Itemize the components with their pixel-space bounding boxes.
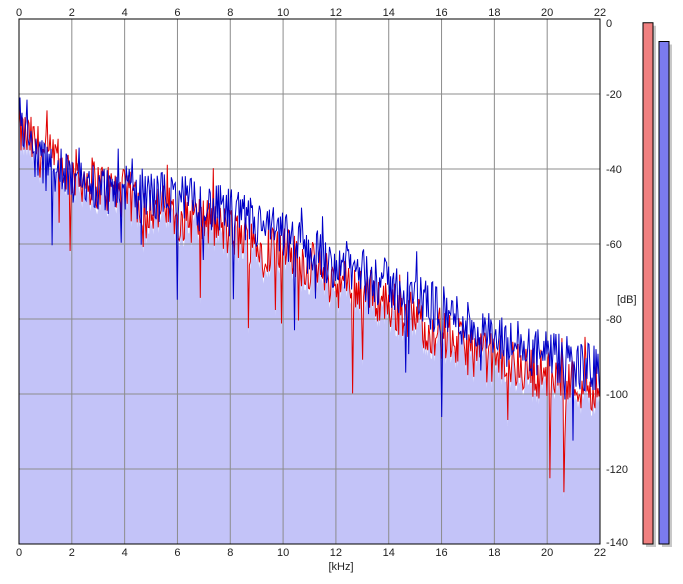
y-tick-label: -40: [606, 164, 622, 176]
x-tick-label-top: 22: [594, 7, 606, 19]
plot-frame: [18, 18, 601, 545]
x-tick-label-bottom: 8: [227, 547, 233, 559]
y-axis-unit-label: [dB]: [617, 294, 637, 306]
x-tick-label-top: 4: [122, 7, 128, 19]
x-tick-label-bottom: 14: [383, 547, 395, 559]
x-tick-label-top: 10: [277, 7, 289, 19]
y-tick-label: -100: [606, 389, 628, 401]
x-axis-unit-label: [kHz]: [328, 561, 353, 573]
x-tick-label-top: 18: [488, 7, 500, 19]
x-tick-label-top: 20: [541, 7, 553, 19]
y-tick-label: -140: [606, 537, 628, 549]
y-tick-label: -60: [606, 239, 622, 251]
x-tick-label-bottom: 10: [277, 547, 289, 559]
x-tick-label-bottom: 0: [16, 547, 22, 559]
x-tick-label-bottom: 6: [174, 547, 180, 559]
spectrum-fill-area: [19, 112, 600, 545]
level-meter-bar: [658, 41, 670, 545]
x-tick-label-top: 14: [383, 7, 395, 19]
x-tick-label-top: 2: [69, 7, 75, 19]
y-tick-label: 0: [606, 18, 612, 30]
x-tick-label-bottom: 16: [435, 547, 447, 559]
x-tick-label-bottom: 22: [594, 547, 606, 559]
series-line-blue: [18, 97, 601, 441]
x-tick-label-bottom: 20: [541, 547, 553, 559]
y-tick-label: -80: [606, 314, 622, 326]
y-tick-label: -120: [606, 464, 628, 476]
x-tick-label-bottom: 18: [488, 547, 500, 559]
x-tick-label-top: 6: [174, 7, 180, 19]
x-tick-label-top: 16: [435, 7, 447, 19]
x-tick-label-bottom: 4: [122, 547, 128, 559]
x-tick-label-bottom: 12: [330, 547, 342, 559]
x-tick-label-bottom: 2: [69, 547, 75, 559]
y-tick-label: -20: [606, 89, 622, 101]
x-tick-label-top: 8: [227, 7, 233, 19]
x-tick-label-top: 12: [330, 7, 342, 19]
x-tick-label-top: 0: [16, 7, 22, 19]
level-meter-bar: [642, 22, 654, 545]
